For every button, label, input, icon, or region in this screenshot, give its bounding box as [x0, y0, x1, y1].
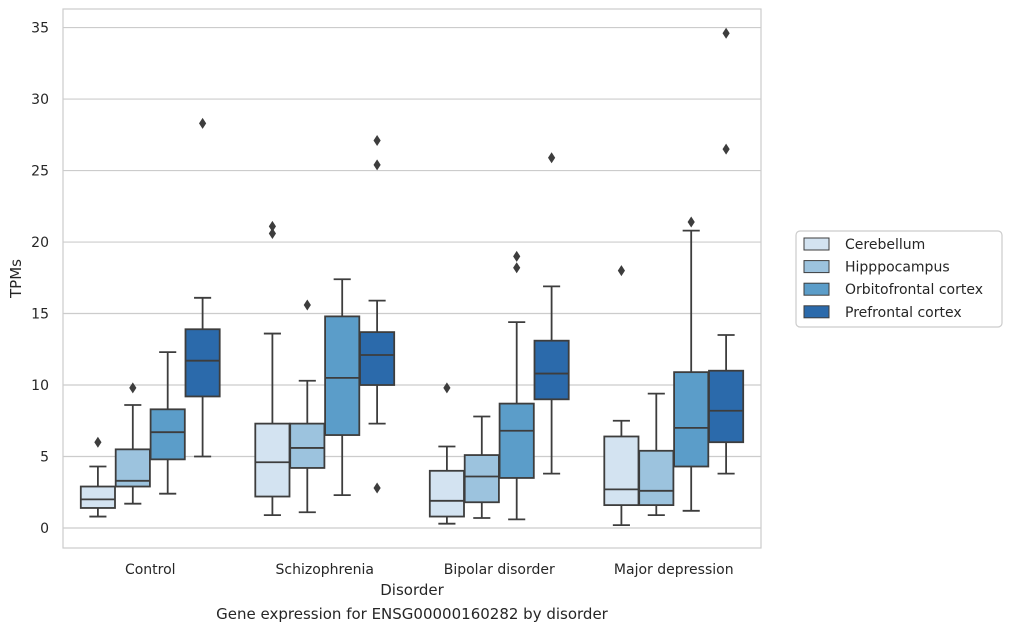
legend-swatch: [803, 305, 830, 319]
box: [428, 382, 465, 525]
outlier-point: [129, 382, 137, 394]
outlier-point: [373, 159, 381, 171]
box-body: [184, 328, 221, 398]
outlier-point: [722, 143, 730, 155]
outlier-point: [513, 262, 521, 274]
x-tick-label: Control: [125, 562, 176, 578]
legend-label: Prefrontal cortex: [845, 305, 962, 321]
y-axis-label: TPMs: [7, 259, 25, 299]
box-body: [708, 369, 745, 444]
legend-swatch: [803, 260, 830, 274]
box: [289, 299, 326, 514]
box-groups: [79, 27, 745, 527]
box: [708, 27, 745, 475]
legend-item: Hipppocampus: [803, 260, 950, 276]
box-body: [254, 422, 291, 498]
outlier-point: [199, 117, 207, 129]
box-body: [673, 371, 710, 468]
legend-label: Orbitofrontal cortex: [845, 282, 983, 298]
outlier-point: [268, 220, 276, 232]
box-body: [533, 339, 570, 401]
box: [184, 117, 221, 458]
legend-label: Cerebellum: [845, 237, 925, 253]
x-tick-label: Bipolar disorder: [444, 562, 555, 578]
box-body: [463, 454, 500, 504]
legend-item: Orbitofrontal cortex: [803, 282, 983, 298]
box: [149, 351, 186, 495]
box-body: [498, 402, 535, 479]
box: [79, 436, 116, 518]
box-body: [324, 315, 361, 436]
y-tick-label: 25: [31, 164, 49, 180]
y-tick-label: 10: [31, 378, 49, 394]
x-axis-label: Disorder: [380, 581, 444, 599]
box-body: [149, 408, 186, 461]
box: [533, 152, 570, 475]
legend-item: Prefrontal cortex: [803, 305, 962, 321]
y-axis-ticks: 0 5 10 15 20 25 30 35: [31, 21, 49, 537]
outlier-point: [268, 227, 276, 239]
outlier-point: [548, 152, 556, 164]
outlier-point: [373, 482, 381, 494]
y-tick-label: 20: [31, 235, 49, 251]
box-body: [638, 449, 675, 507]
box-body: [79, 485, 116, 509]
legend-swatch: [803, 282, 830, 296]
legend-frame: [795, 230, 1003, 328]
y-tick-label: 30: [31, 92, 49, 108]
box: [359, 135, 396, 494]
plot-frame: [62, 8, 762, 549]
y-tick-label: 15: [31, 307, 49, 323]
box: [463, 415, 500, 519]
outlier-point: [373, 135, 381, 147]
legend: Cerebellum Hipppocampus Orbitofrontal cort…: [795, 230, 1003, 328]
legend-swatch: [803, 237, 830, 251]
outlier-point: [94, 436, 102, 448]
y-tick-label: 5: [40, 449, 49, 465]
box-body: [359, 331, 396, 386]
outlier-point: [513, 250, 521, 262]
box-body: [603, 435, 640, 507]
box-body: [289, 422, 326, 469]
x-tick-label: Major depression: [614, 562, 734, 578]
box: [603, 265, 640, 527]
x-tick-label: Schizophrenia: [276, 562, 374, 578]
legend-label: Hipppocampus: [845, 260, 950, 276]
y-tick-label: 35: [31, 21, 49, 37]
x-axis-ticks: Control Schizophrenia Bipolar disorder Majo…: [125, 562, 734, 578]
box: [638, 392, 675, 517]
box: [114, 382, 151, 505]
outlier-point: [303, 299, 311, 311]
y-tick-label: 0: [40, 521, 49, 537]
box-body: [428, 469, 465, 518]
outlier-point: [722, 27, 730, 39]
outlier-point: [617, 265, 625, 277]
box: [254, 220, 291, 517]
box: [673, 216, 710, 512]
outlier-point: [443, 382, 451, 394]
chart-caption: Gene expression for ENSG00000160282 by d…: [216, 605, 608, 623]
outlier-point: [687, 216, 695, 228]
box: [324, 278, 361, 497]
box: [498, 250, 535, 521]
legend-item: Cerebellum: [803, 237, 925, 253]
